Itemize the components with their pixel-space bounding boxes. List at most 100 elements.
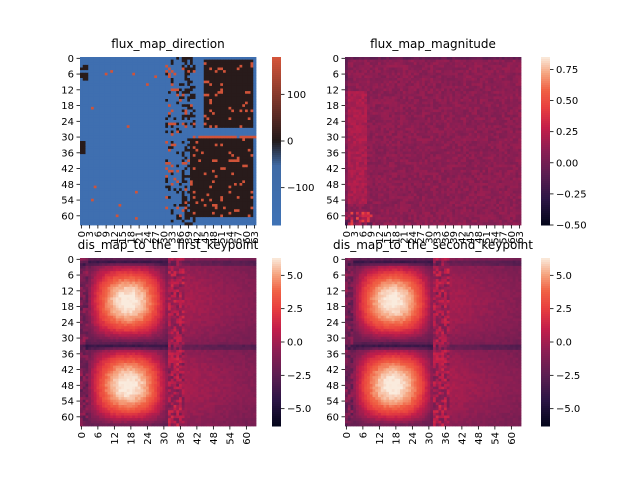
heatmap-cell <box>253 120 257 124</box>
heatmap-cell <box>435 75 439 79</box>
heatmap-cell <box>245 75 249 79</box>
heatmap-cell <box>203 204 207 208</box>
heatmap-cell <box>135 156 139 160</box>
heatmap-cell <box>236 127 240 131</box>
heatmap-cell <box>247 175 251 179</box>
heatmap-cell <box>121 169 125 173</box>
heatmap-cell <box>88 120 92 124</box>
heatmap-cell <box>236 211 240 215</box>
heatmap-cell <box>206 120 210 124</box>
heatmap-cell <box>115 193 119 197</box>
heatmap-cell <box>137 96 141 100</box>
heatmap-cell <box>345 70 349 74</box>
heatmap-cell <box>212 148 216 152</box>
heatmap-cell <box>236 196 240 200</box>
heatmap-cell <box>132 169 136 173</box>
heatmap-cell <box>80 159 84 163</box>
heatmap-cell <box>137 156 141 160</box>
heatmap-cell <box>124 214 128 218</box>
heatmap-cell <box>236 125 240 129</box>
heatmap-cell <box>245 106 249 110</box>
heatmap-cell <box>190 193 194 197</box>
heatmap-cell <box>236 209 240 213</box>
heatmap-cell <box>124 80 128 84</box>
heatmap-cell <box>214 101 218 105</box>
heatmap-cell <box>88 59 92 63</box>
heatmap-cell <box>239 75 243 79</box>
heatmap-cell <box>104 70 108 74</box>
heatmap-cell <box>220 122 224 126</box>
colorbar-segment <box>272 169 281 172</box>
heatmap-cell <box>104 214 108 218</box>
heatmap-cell <box>154 88 158 92</box>
heatmap-cell <box>203 109 207 113</box>
heatmap-cell <box>113 117 117 121</box>
heatmap-cell <box>181 156 185 160</box>
heatmap-cell <box>184 185 188 189</box>
heatmap-cell <box>190 148 194 152</box>
heatmap-cell <box>157 193 161 197</box>
heatmap-cell <box>223 133 227 137</box>
heatmap-cell <box>394 64 398 68</box>
heatmap-cell <box>187 193 191 197</box>
heatmap-cell <box>126 183 130 187</box>
colorbar-segment <box>272 183 281 186</box>
heatmap-cell <box>223 91 227 95</box>
heatmap-cell <box>518 64 522 68</box>
heatmap-cell <box>253 143 257 147</box>
heatmap-cell <box>121 127 125 131</box>
heatmap-cell <box>411 64 415 68</box>
heatmap-cell <box>217 156 221 160</box>
heatmap-cell <box>121 133 125 137</box>
heatmap-cell <box>184 85 188 89</box>
heatmap-cell <box>253 188 257 192</box>
heatmap-cell <box>140 93 144 97</box>
y-tick-label: 0 <box>68 54 74 65</box>
heatmap-cell <box>143 83 147 87</box>
heatmap-cell <box>93 204 97 208</box>
heatmap-cell <box>146 114 150 118</box>
heatmap-cell <box>228 117 232 121</box>
heatmap-cell <box>137 162 141 166</box>
heatmap-cell <box>195 159 199 163</box>
heatmap-cell <box>165 175 169 179</box>
heatmap-cell <box>118 151 122 155</box>
heatmap-cell <box>113 141 117 145</box>
heatmap-cell <box>419 67 423 71</box>
heatmap-cell <box>96 209 100 213</box>
heatmap-cell <box>118 64 122 68</box>
heatmap-cell <box>157 120 161 124</box>
heatmap-cell <box>209 159 213 163</box>
heatmap-cell <box>444 83 448 87</box>
heatmap-cell <box>184 99 188 103</box>
heatmap-cell <box>242 164 246 168</box>
heatmap-cell <box>449 59 453 63</box>
heatmap-cell <box>113 106 117 110</box>
heatmap-cell <box>165 59 169 63</box>
heatmap-cell <box>220 83 224 87</box>
heatmap-cell <box>242 214 246 218</box>
heatmap-cell <box>96 167 100 171</box>
heatmap-cell <box>187 75 191 79</box>
heatmap-cell <box>408 59 412 63</box>
heatmap-cell <box>104 59 108 63</box>
heatmap-cell <box>239 193 243 197</box>
heatmap-cell <box>93 64 97 68</box>
heatmap-cell <box>82 125 86 129</box>
heatmap-cell <box>140 222 144 226</box>
heatmap-cell <box>104 198 108 202</box>
heatmap-cell <box>104 80 108 84</box>
colorbar-segment <box>272 119 281 122</box>
heatmap-cell <box>80 93 84 97</box>
heatmap-cell <box>99 175 103 179</box>
heatmap-cell <box>96 185 100 189</box>
colorbar-segment <box>272 157 281 160</box>
heatmap-cell <box>124 217 128 221</box>
heatmap-cell <box>253 214 257 218</box>
heatmap-cell <box>132 217 136 221</box>
heatmap-cell <box>201 169 205 173</box>
heatmap-cell <box>441 75 445 79</box>
heatmap-cell <box>102 57 106 61</box>
heatmap-cell <box>135 201 139 205</box>
heatmap-cell <box>121 154 125 158</box>
